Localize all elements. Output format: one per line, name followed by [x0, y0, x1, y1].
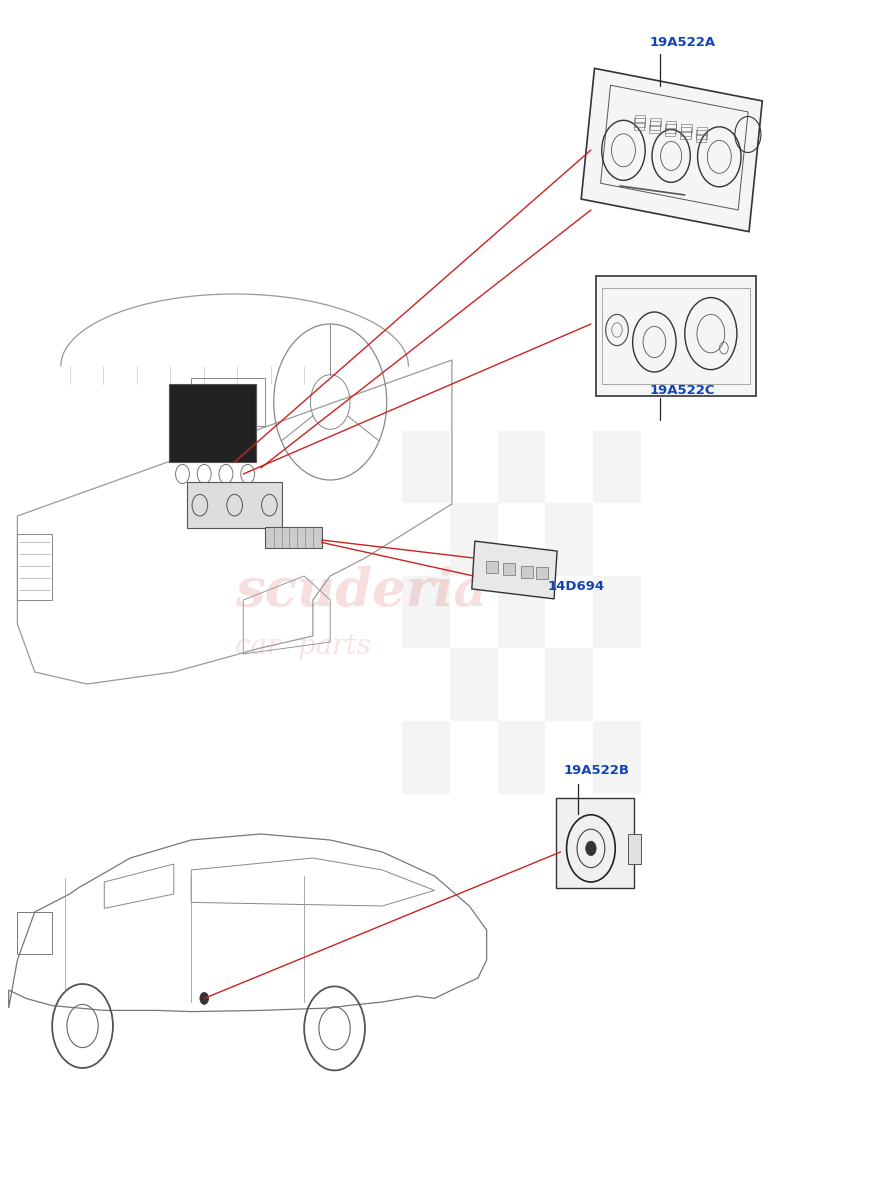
FancyBboxPatch shape — [628, 834, 641, 864]
Text: 19A522C: 19A522C — [650, 384, 715, 396]
Text: 19A522B: 19A522B — [563, 764, 629, 778]
Polygon shape — [472, 541, 557, 599]
Polygon shape — [545, 503, 593, 576]
FancyBboxPatch shape — [536, 568, 548, 580]
Polygon shape — [401, 721, 450, 793]
FancyBboxPatch shape — [521, 565, 533, 577]
Polygon shape — [497, 576, 546, 648]
Polygon shape — [401, 431, 450, 503]
Text: scuderia: scuderia — [235, 566, 488, 617]
Polygon shape — [450, 648, 497, 721]
FancyBboxPatch shape — [187, 482, 282, 528]
FancyBboxPatch shape — [169, 384, 256, 462]
Circle shape — [586, 841, 596, 856]
FancyBboxPatch shape — [556, 798, 634, 888]
Polygon shape — [497, 431, 546, 503]
Polygon shape — [593, 721, 641, 793]
FancyBboxPatch shape — [486, 562, 498, 574]
Polygon shape — [581, 68, 762, 232]
Polygon shape — [593, 431, 641, 503]
Polygon shape — [401, 576, 450, 648]
Text: car  parts: car parts — [235, 634, 370, 660]
FancyBboxPatch shape — [503, 564, 515, 576]
Polygon shape — [545, 648, 593, 721]
Text: 14D694: 14D694 — [547, 581, 605, 593]
Polygon shape — [450, 503, 497, 576]
Polygon shape — [595, 276, 756, 396]
Text: 19A522A: 19A522A — [650, 36, 716, 49]
Polygon shape — [593, 576, 641, 648]
Polygon shape — [497, 721, 546, 793]
FancyBboxPatch shape — [265, 527, 322, 548]
Circle shape — [200, 992, 209, 1004]
